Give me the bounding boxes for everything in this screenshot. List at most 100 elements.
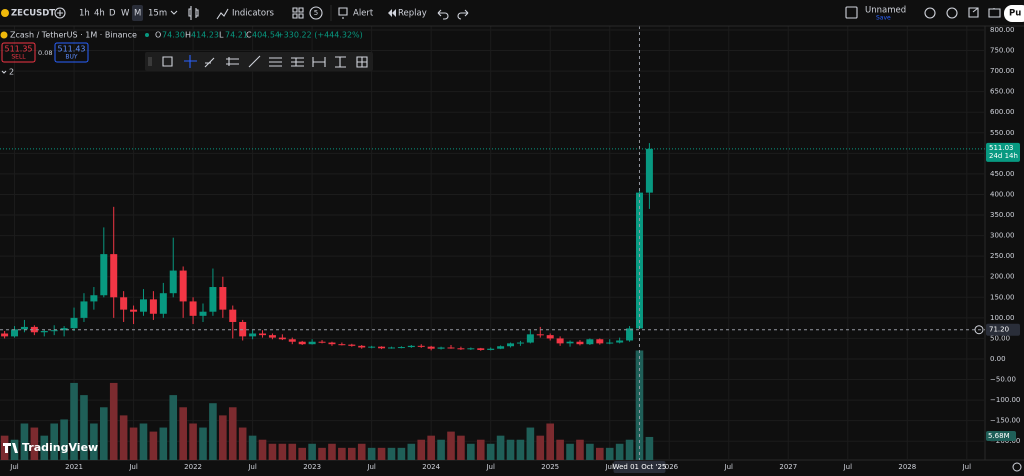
- volume-bar: [397, 447, 406, 460]
- crosshair-date-label: Wed 01 Oct '25: [613, 463, 667, 471]
- buy-box[interactable]: [54, 42, 89, 63]
- sell-label: SELL: [11, 54, 26, 61]
- volume-bar: [467, 443, 475, 460]
- y-tick-label: 800.00: [990, 26, 1015, 34]
- candle-body: [586, 339, 594, 345]
- candle-body: [437, 347, 445, 349]
- candle-body: [1, 333, 9, 337]
- interval[interactable]: D: [109, 9, 116, 19]
- candle-body: [80, 301, 88, 318]
- volume-bar: [199, 427, 207, 460]
- candle-body: [209, 287, 217, 312]
- symbol[interactable]: ZECUSDT: [11, 9, 55, 19]
- interval[interactable]: W: [121, 9, 130, 19]
- crosshair-price-label: 71.20: [989, 326, 1009, 334]
- settings-button[interactable]: [946, 7, 958, 19]
- brand[interactable]: TradingView: [22, 441, 98, 454]
- replay-button[interactable]: Replay: [398, 9, 427, 19]
- x-tick-label: 2024: [422, 463, 440, 471]
- volume-bar: [447, 431, 455, 460]
- candle-body: [169, 270, 177, 294]
- sell-box[interactable]: [1, 42, 36, 63]
- templates-button[interactable]: [292, 7, 304, 19]
- candle-body: [507, 343, 515, 347]
- x-tick-label: Jul: [843, 463, 853, 471]
- candle-body: [110, 254, 118, 298]
- candle-body: [457, 348, 465, 350]
- collapse-icon[interactable]: [1, 70, 7, 74]
- candle-body: [298, 341, 306, 345]
- volume-bar: [387, 447, 396, 460]
- tool[interactable]: [291, 57, 304, 67]
- x-tick-label: Jul: [247, 463, 257, 471]
- candle-body: [626, 328, 634, 341]
- y-tick-label: 750.00: [990, 47, 1015, 55]
- save-status[interactable]: Save: [876, 15, 891, 22]
- interval[interactable]: 4h: [94, 9, 105, 19]
- tool[interactable]: [226, 57, 239, 66]
- candle-body: [189, 301, 197, 316]
- buy-label: BUY: [65, 54, 78, 61]
- volume-bar: [50, 423, 58, 460]
- tool[interactable]: [356, 56, 368, 68]
- interval-dropdown[interactable]: [170, 10, 178, 15]
- volume-bar: [437, 439, 445, 460]
- volume-bar: [20, 423, 29, 460]
- badge-circle: [309, 6, 323, 20]
- checkbox[interactable]: [845, 6, 858, 19]
- interval[interactable]: 1h: [79, 9, 90, 19]
- volume-bar: [546, 423, 554, 460]
- candle-body: [467, 348, 475, 350]
- volume-bar: [486, 443, 495, 460]
- countdown: 24d 14h: [989, 152, 1018, 160]
- compare-button[interactable]: [54, 7, 66, 19]
- tool-crosshair[interactable]: [184, 55, 197, 68]
- volume-bar: [109, 382, 118, 460]
- drag-handle[interactable]: [148, 57, 152, 66]
- alert-button[interactable]: Alert: [353, 9, 374, 19]
- search-button[interactable]: [924, 7, 936, 19]
- legend-key: C: [246, 31, 252, 40]
- candle-body: [358, 345, 366, 348]
- candle-body: [70, 317, 78, 329]
- volume-bar: [357, 443, 366, 460]
- y-tick-label: 250.00: [990, 252, 1015, 260]
- x-tick-label: Jul: [9, 463, 19, 471]
- candle-body: [487, 348, 495, 350]
- redo-button[interactable]: [457, 9, 469, 20]
- volume-bar: [228, 407, 237, 460]
- chart-type-button[interactable]: [188, 6, 199, 20]
- interval[interactable]: 15m: [148, 9, 167, 19]
- candle-body: [338, 344, 346, 346]
- indicators-button[interactable]: Indicators: [232, 9, 275, 19]
- undo-button[interactable]: [437, 9, 449, 20]
- last-price-tag: [986, 142, 1020, 162]
- legend-value: 74.30: [162, 31, 185, 40]
- volume-bar: [139, 423, 148, 460]
- volume-bar: [586, 443, 594, 460]
- candle-body: [130, 309, 138, 312]
- symbol-icon: [1, 9, 9, 17]
- volume-bar: [219, 415, 227, 460]
- publish-button[interactable]: Pu: [1009, 9, 1021, 19]
- candle-body: [149, 299, 157, 314]
- interval[interactable]: M: [134, 9, 141, 19]
- volume-bar: [258, 439, 267, 460]
- legend-value: 404.54: [252, 31, 280, 40]
- volume-bar: [328, 443, 336, 460]
- badge[interactable]: 5: [314, 9, 318, 17]
- volume-bar: [30, 427, 39, 460]
- tool[interactable]: [335, 56, 346, 68]
- tool[interactable]: [162, 56, 173, 67]
- tool[interactable]: [204, 57, 215, 68]
- tool[interactable]: [312, 57, 326, 67]
- snapshot-button[interactable]: [988, 8, 1001, 18]
- tool[interactable]: [269, 57, 282, 67]
- indicators-icon: [216, 8, 229, 20]
- layout-name[interactable]: Unnamed: [865, 6, 906, 16]
- tool[interactable]: [248, 55, 261, 68]
- candle-body: [30, 326, 38, 333]
- volume-bar: [70, 382, 78, 460]
- fullscreen-button[interactable]: [968, 7, 979, 18]
